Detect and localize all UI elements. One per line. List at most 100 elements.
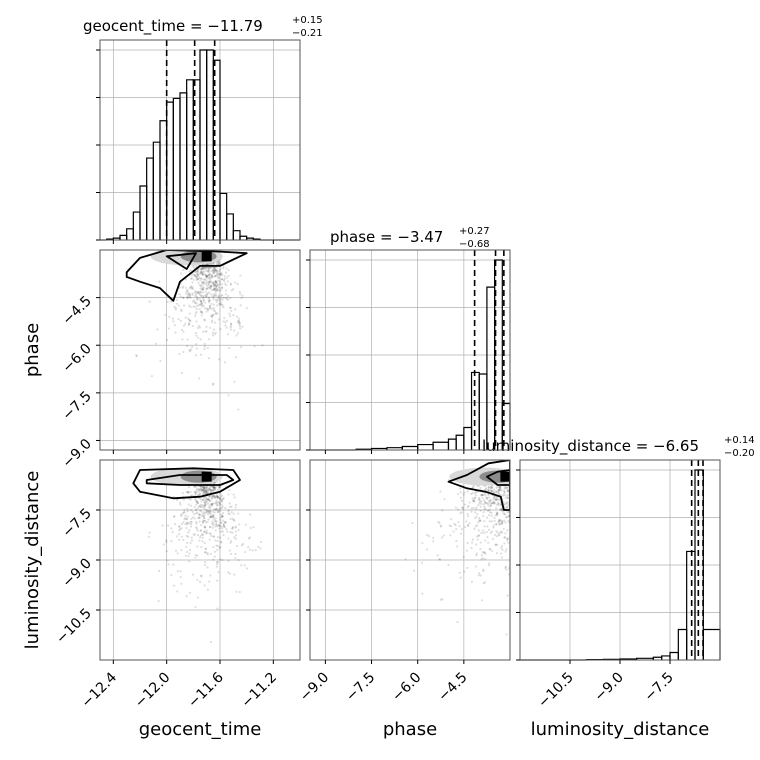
scatter-point	[505, 486, 508, 489]
scatter-point	[236, 321, 239, 324]
scatter-point	[220, 541, 223, 544]
scatter-point	[521, 484, 523, 486]
scatter-point	[470, 541, 474, 544]
scatter-point	[505, 568, 508, 571]
scatter-point	[204, 492, 207, 495]
scatter-point	[212, 272, 215, 275]
scatter-point	[511, 488, 513, 490]
scatter-point	[234, 506, 237, 509]
scatter-point	[210, 285, 213, 288]
scatter-point	[201, 288, 205, 291]
scatter-point	[208, 500, 211, 503]
scatter-point	[227, 509, 230, 512]
scatter-point	[216, 287, 219, 291]
scatter-point	[195, 334, 198, 337]
scatter-point	[195, 264, 198, 268]
scatter-point	[208, 532, 211, 535]
scatter-point	[493, 488, 496, 491]
scatter-point	[220, 272, 223, 275]
scatter-point	[202, 488, 205, 492]
scatter-point	[200, 575, 203, 578]
scatter-point	[226, 298, 230, 301]
scatter-point	[485, 516, 489, 519]
scatter-point	[196, 304, 199, 308]
scatter-point	[204, 489, 207, 493]
scatter-point	[211, 489, 214, 492]
scatter-point	[168, 315, 171, 318]
scatter-point	[204, 290, 207, 293]
histogram-bar	[677, 628, 688, 660]
scatter-point	[199, 300, 202, 303]
scatter-point	[197, 493, 200, 496]
scatter-point	[470, 510, 473, 513]
scatter-point	[212, 284, 216, 287]
scatter-point	[209, 526, 212, 529]
scatter-point	[515, 494, 517, 496]
scatter-point	[496, 531, 499, 534]
scatter-point	[484, 557, 487, 561]
scatter-point	[210, 280, 213, 284]
scatter-point	[456, 508, 460, 511]
scatter-point	[198, 513, 202, 516]
scatter-point	[477, 534, 480, 537]
scatter-point	[493, 491, 496, 494]
scatter-point	[171, 317, 175, 320]
scatter-point	[204, 267, 208, 270]
scatter-point	[218, 296, 221, 299]
scatter-point	[198, 293, 201, 296]
scatter-point	[204, 550, 207, 554]
scatter-point	[210, 302, 213, 305]
scatter-point	[512, 502, 514, 504]
scatter-point	[206, 513, 209, 516]
scatter-point	[191, 516, 195, 519]
scatter-point	[219, 272, 222, 275]
scatter-point	[210, 485, 213, 488]
scatter-point	[459, 576, 462, 579]
scatter-point	[517, 508, 519, 510]
scatter-point	[195, 291, 198, 294]
scatter-point	[180, 308, 183, 311]
scatter-point	[498, 519, 501, 522]
scatter-point	[203, 318, 206, 321]
scatter-point	[517, 557, 519, 559]
ylabel-luminosity-distance: luminosity_distance	[22, 471, 43, 650]
scatter-point	[182, 296, 185, 299]
scatter-point	[156, 328, 159, 331]
scatter-point	[210, 489, 213, 492]
scatter-point	[202, 487, 205, 490]
scatter-point	[213, 268, 217, 271]
scatter-point	[184, 316, 187, 319]
scatter-point	[206, 308, 209, 311]
scatter-point	[205, 500, 209, 504]
scatter-point	[189, 305, 192, 308]
scatter-point	[204, 273, 207, 277]
scatter-point	[483, 551, 486, 554]
scatter-point	[237, 512, 240, 515]
scatter-point	[500, 507, 503, 510]
scatter-point	[493, 501, 497, 504]
scatter-point	[212, 514, 215, 517]
scatter-point	[212, 296, 215, 299]
scatter-point	[198, 516, 201, 519]
scatter-point	[211, 515, 214, 518]
scatter-point	[536, 484, 538, 486]
scatter-point	[497, 488, 501, 491]
scatter-point	[491, 549, 494, 552]
scatter-point	[212, 514, 215, 517]
title-geocent-time-minus: −0.21	[292, 28, 323, 39]
scatter-point	[463, 491, 466, 494]
scatter-point	[229, 283, 233, 286]
scatter-point	[193, 299, 196, 302]
scatter-point	[202, 511, 206, 514]
scatter-point	[196, 273, 199, 276]
scatter-point	[224, 271, 228, 274]
scatter-point	[217, 571, 220, 574]
scatter-point	[219, 546, 222, 549]
scatter-point	[172, 515, 176, 518]
scatter-point	[522, 505, 524, 507]
scatter-point	[413, 569, 416, 572]
scatter-point	[206, 566, 209, 569]
x-tick-label: −7.5	[343, 670, 378, 705]
scatter-point	[213, 496, 216, 499]
scatter-point	[213, 488, 216, 491]
